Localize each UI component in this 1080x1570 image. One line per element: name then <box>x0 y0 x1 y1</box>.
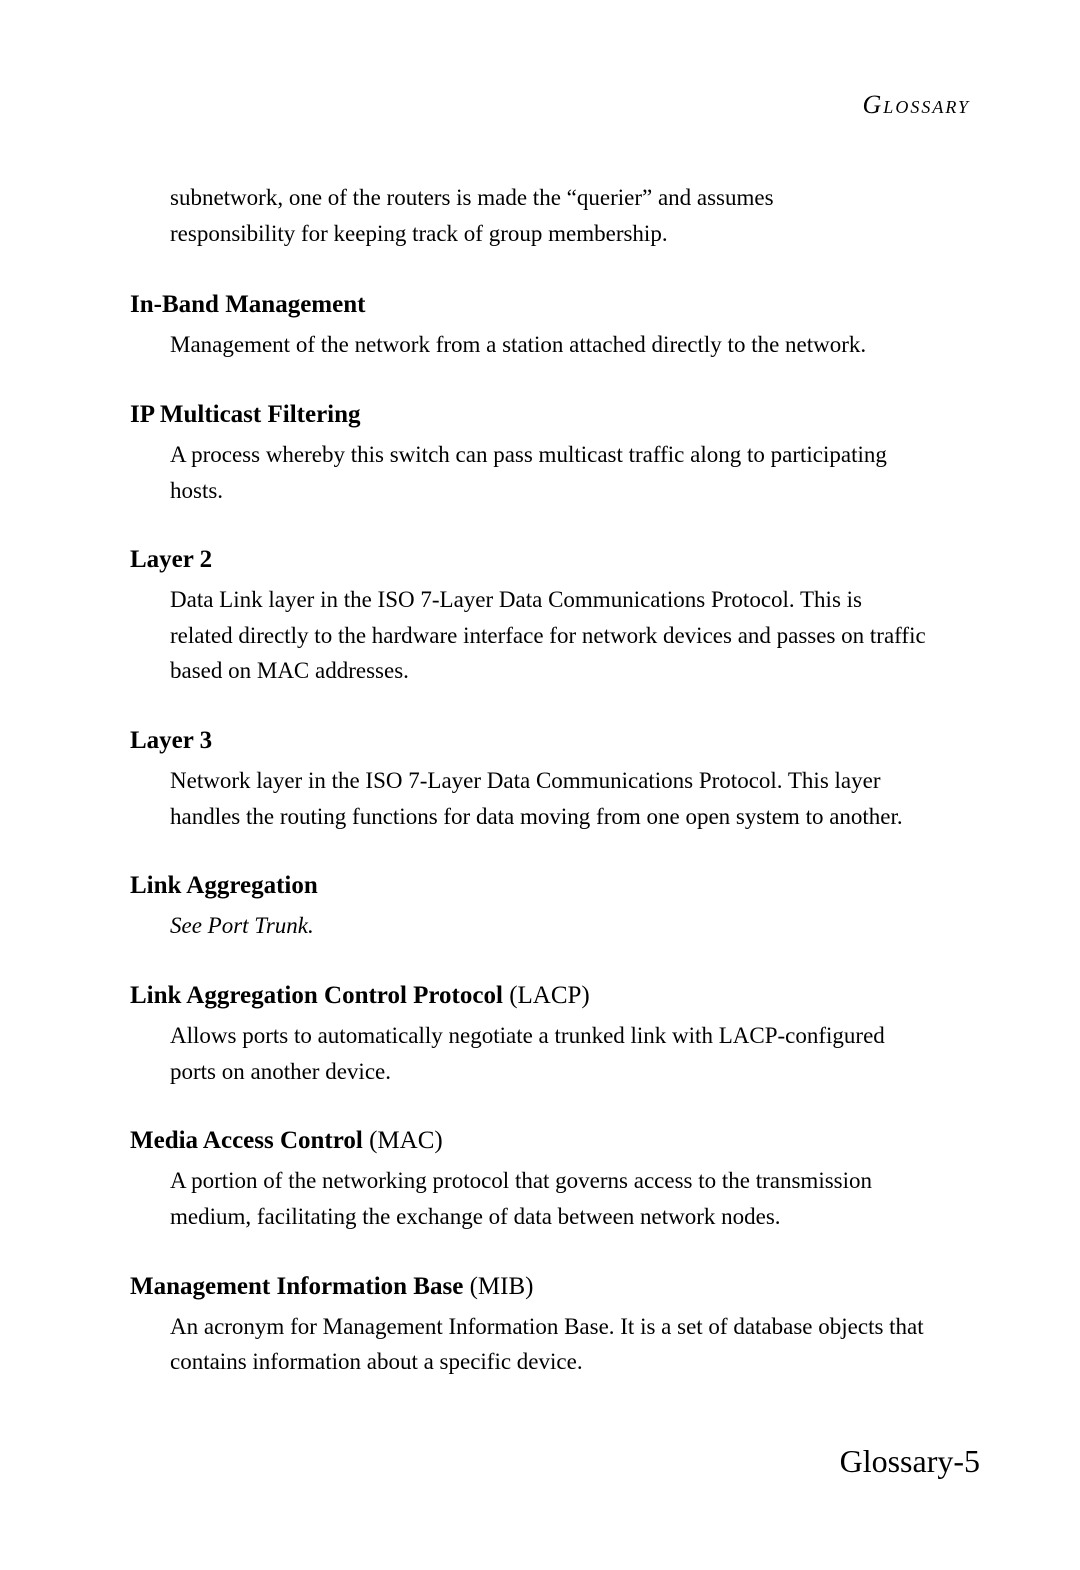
term-suffix: (LACP) <box>503 982 590 1009</box>
glossary-term: Link Aggregation Control Protocol (LACP) <box>130 982 980 1010</box>
glossary-entry: Link Aggregation See Port Trunk. <box>130 872 980 944</box>
page-header: Glossary <box>130 90 980 120</box>
glossary-definition: An acronym for Management Information Ba… <box>170 1309 930 1380</box>
glossary-definition: A portion of the networking protocol tha… <box>170 1163 930 1234</box>
glossary-entry: Link Aggregation Control Protocol (LACP)… <box>130 982 980 1089</box>
intro-paragraph: subnetwork, one of the routers is made t… <box>170 180 870 251</box>
glossary-definition: A process whereby this switch can pass m… <box>170 437 930 508</box>
term-text: Layer 3 <box>130 727 212 754</box>
glossary-entry: In-Band Management Management of the netw… <box>130 291 980 363</box>
glossary-definition: See Port Trunk. <box>170 908 930 944</box>
glossary-definition: Network layer in the ISO 7-Layer Data Co… <box>170 763 930 834</box>
term-text: IP Multicast Filtering <box>130 401 361 428</box>
glossary-entry: Layer 2 Data Link layer in the ISO 7-Laye… <box>130 546 980 689</box>
glossary-definition: Data Link layer in the ISO 7-Layer Data … <box>170 582 930 689</box>
term-suffix: (MIB) <box>463 1273 533 1300</box>
glossary-term: Media Access Control (MAC) <box>130 1127 980 1155</box>
glossary-term: Management Information Base (MIB) <box>130 1273 980 1301</box>
glossary-term: Link Aggregation <box>130 872 980 900</box>
glossary-term: IP Multicast Filtering <box>130 401 980 429</box>
term-suffix: (MAC) <box>363 1127 443 1154</box>
glossary-term: Layer 2 <box>130 546 980 574</box>
glossary-entry: IP Multicast Filtering A process whereby … <box>130 401 980 508</box>
page-number: Glossary-5 <box>840 1443 980 1480</box>
glossary-term: Layer 3 <box>130 727 980 755</box>
glossary-definition: Management of the network from a station… <box>170 327 930 363</box>
glossary-entry: Management Information Base (MIB) An acro… <box>130 1273 980 1380</box>
glossary-entry: Layer 3 Network layer in the ISO 7-Layer … <box>130 727 980 834</box>
term-text: Link Aggregation <box>130 872 318 899</box>
term-text: Management Information Base <box>130 1273 463 1300</box>
glossary-term: In-Band Management <box>130 291 980 319</box>
term-text: In-Band Management <box>130 291 365 318</box>
glossary-entry: Media Access Control (MAC) A portion of t… <box>130 1127 980 1234</box>
term-text: Link Aggregation Control Protocol <box>130 982 503 1009</box>
term-text: Media Access Control <box>130 1127 363 1154</box>
glossary-definition: Allows ports to automatically negotiate … <box>170 1018 930 1089</box>
term-text: Layer 2 <box>130 546 212 573</box>
